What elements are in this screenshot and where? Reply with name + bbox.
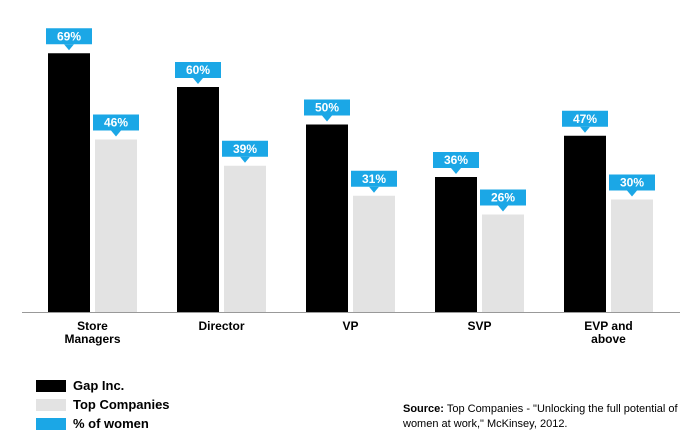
data-label-gap-3: 36% — [433, 152, 479, 174]
data-label-pointer — [627, 190, 637, 197]
source-text: Top Companies - "Unlocking the full pote… — [403, 403, 678, 430]
legend-item-gap: Gap Inc. — [36, 376, 170, 395]
data-label-text: 30% — [620, 176, 644, 190]
data-label-top-companies-4: 30% — [609, 174, 655, 197]
bar-gap-2 — [306, 124, 348, 312]
bar-top-companies-4 — [611, 199, 653, 312]
data-label-text: 39% — [233, 142, 257, 156]
data-label-text: 26% — [491, 191, 515, 205]
category-label-4-0: EVP and — [584, 319, 632, 333]
data-label-text: 47% — [573, 112, 597, 126]
data-label-pointer — [322, 115, 332, 122]
data-label-box — [433, 152, 479, 168]
data-label-pointer — [580, 126, 590, 133]
bar-gap-3 — [435, 177, 477, 312]
legend-item-pct-women: % of women — [36, 414, 170, 433]
source-note: Source: Top Companies - "Unlocking the f… — [403, 402, 693, 432]
category-label-3-0: SVP — [467, 319, 491, 333]
data-label-pointer — [498, 205, 508, 212]
category-label-0-1: Managers — [64, 332, 120, 346]
legend-label-gap: Gap Inc. — [73, 378, 125, 393]
data-label-top-companies-1: 39% — [222, 140, 268, 163]
data-label-box — [609, 174, 655, 191]
bar-top-companies-3 — [482, 214, 524, 312]
bar-top-companies-2 — [353, 195, 395, 312]
data-label-box — [304, 99, 350, 116]
data-label-text: 36% — [444, 153, 468, 167]
source-prefix: Source: — [403, 403, 444, 415]
category-label-1-0: Director — [198, 319, 244, 333]
data-label-gap-4: 47% — [562, 110, 608, 133]
data-label-pointer — [64, 44, 74, 51]
legend-swatch-gap — [36, 379, 66, 392]
data-label-box — [175, 62, 221, 78]
category-label-2-0: VP — [342, 319, 358, 333]
data-label-box — [351, 170, 397, 187]
data-label-text: 69% — [57, 29, 81, 43]
bar-top-companies-1 — [224, 165, 266, 312]
data-label-box — [46, 28, 92, 45]
category-label-0-0: Store — [77, 319, 108, 333]
bar-gap-4 — [564, 135, 606, 312]
data-label-box — [93, 114, 139, 131]
legend-swatch-pct-women — [36, 417, 66, 430]
data-label-top-companies-0: 46% — [93, 114, 139, 137]
bar-gap-1 — [177, 87, 219, 312]
legend-label-top-companies: Top Companies — [73, 397, 170, 412]
data-label-pointer — [111, 130, 121, 137]
data-label-pointer — [451, 168, 461, 174]
data-label-text: 60% — [186, 63, 210, 77]
legend-item-top-companies: Top Companies — [36, 395, 170, 414]
legend-swatch-top-companies — [36, 398, 66, 411]
data-label-text: 50% — [315, 101, 339, 115]
data-label-box — [222, 140, 268, 157]
data-label-top-companies-2: 31% — [351, 170, 397, 193]
data-label-box — [480, 189, 526, 206]
data-label-text: 31% — [362, 172, 386, 186]
data-label-gap-2: 50% — [304, 99, 350, 122]
data-label-pointer — [369, 186, 379, 193]
legend-label-pct-women: % of women — [73, 416, 149, 431]
legend: Gap Inc. Top Companies % of women — [36, 376, 170, 433]
bar-gap-0 — [48, 53, 90, 312]
data-label-pointer — [193, 78, 203, 84]
category-label-4-1: above — [591, 332, 626, 346]
data-label-gap-1: 60% — [175, 62, 221, 84]
data-label-top-companies-3: 26% — [480, 189, 526, 212]
bar-top-companies-0 — [95, 139, 137, 312]
data-label-box — [562, 110, 608, 127]
data-label-gap-0: 69% — [46, 28, 92, 51]
data-label-pointer — [240, 156, 250, 163]
data-label-text: 46% — [104, 116, 128, 130]
